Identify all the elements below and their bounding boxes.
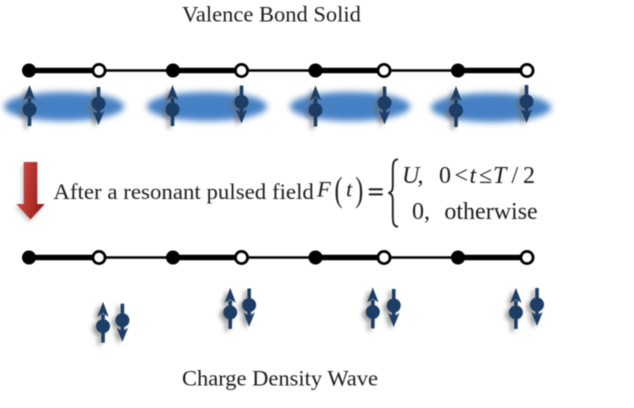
svg-text:After a resonant pulsed field: After a resonant pulsed field [53,179,314,204]
svg-text:Valence Bond Solid: Valence Bond Solid [182,1,361,26]
svg-text:(: ( [335,171,343,209]
svg-text:): ) [355,171,363,209]
svg-text:U,0<t≤T/2: U, 0 <t ≤T/2 [402,163,535,189]
svg-text:t: t [346,176,353,201]
svg-text:0,otherwise: 0, otherwise [412,199,538,225]
svg-text:Charge Density Wave: Charge Density Wave [182,366,378,391]
svg-text:F: F [316,176,331,201]
